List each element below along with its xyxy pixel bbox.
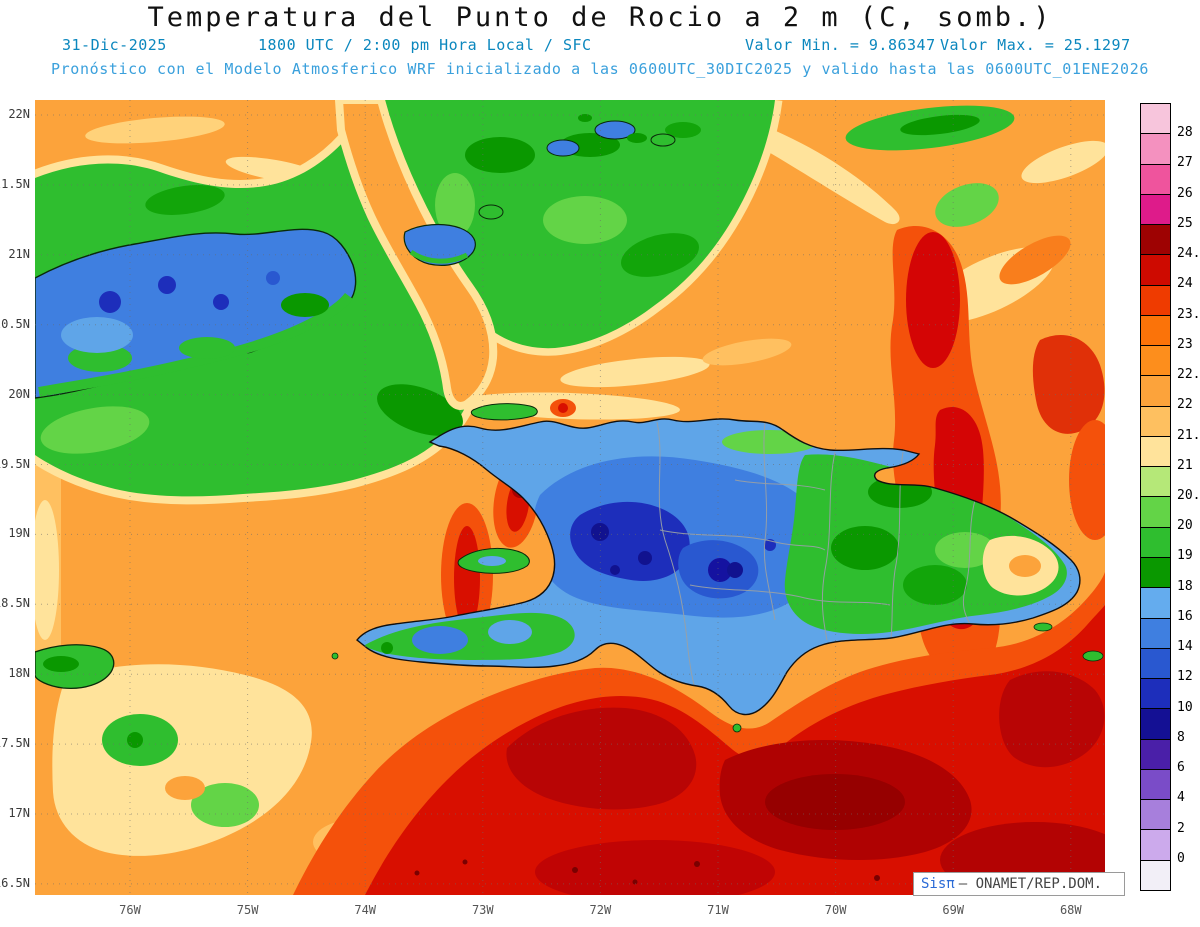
colorbar-tick-label: 24.5 — [1177, 246, 1200, 262]
colorbar-tick-label: 21.5 — [1177, 427, 1200, 443]
lat-tick-label: 22N — [8, 107, 30, 121]
hispaniola-islets — [331, 403, 1104, 733]
lat-tick-label: 19.5N — [0, 456, 30, 471]
colorbar-segment — [1141, 406, 1170, 437]
colorbar-segment — [1141, 134, 1170, 165]
colorbar-segment — [1141, 739, 1170, 770]
colorbar-segment — [1141, 225, 1170, 256]
colorbar-tick-label: 14 — [1177, 639, 1193, 655]
page-title: Temperatura del Punto de Rocio a 2 m (C,… — [147, 2, 1053, 33]
colorbar-segment — [1141, 709, 1170, 740]
colorbar-segment — [1141, 194, 1170, 226]
colorbar-segment — [1141, 255, 1170, 286]
colorbar-segment — [1141, 557, 1170, 589]
lat-tick-label: 18.5N — [0, 596, 30, 611]
colorbar-segment — [1141, 285, 1170, 316]
colorbar-segment — [1141, 769, 1170, 801]
colorbar-tick-label: 20 — [1177, 518, 1193, 534]
colorbar-segment — [1141, 376, 1170, 407]
lon-tick-label: 74W — [354, 903, 377, 917]
colorbar — [1140, 103, 1171, 891]
hispaniola-landmass — [356, 418, 1081, 716]
weather-map-canvas — [35, 100, 1105, 895]
value-max-label: Valor Max. = 25.1297 — [940, 36, 1131, 54]
colorbar-segment — [1141, 467, 1170, 498]
grid-lines — [35, 100, 1105, 895]
lat-tick-label: 21.5N — [0, 176, 30, 191]
colorbar-segment — [1141, 860, 1170, 890]
watermark-brand: Sisπ — [921, 876, 955, 892]
colorbar-segment — [1141, 527, 1170, 558]
lon-tick-label: 68W — [1059, 903, 1082, 917]
red-sea-south — [293, 572, 1105, 895]
bahamas-islets — [403, 114, 676, 266]
lat-axis: 22N 21.5N 21N 20.5N 20N 19.5N 19N 18.5N 18N 17.5N… — [0, 100, 32, 895]
colorbar-tick-label: 0 — [1177, 850, 1185, 866]
colorbar-segment — [1141, 164, 1170, 195]
lon-tick-label: 76W — [119, 903, 141, 917]
colorbar-segment — [1141, 315, 1170, 347]
colorbar-tick-label: 23.5 — [1177, 306, 1200, 322]
colorbar-tick-label: 20.5 — [1177, 488, 1200, 503]
colorbar-tick-label: 2 — [1177, 820, 1185, 836]
sea-green-northeast — [845, 105, 1015, 227]
bottomleft-region — [52, 664, 312, 856]
colorbar-segment — [1141, 618, 1170, 649]
colorbar-tick-label: 4 — [1177, 790, 1185, 806]
colorbar-segment — [1141, 588, 1170, 619]
colorbar-segment — [1141, 346, 1170, 377]
lat-tick-label: 18N — [8, 666, 30, 681]
colorbar-tick-label: 19 — [1177, 548, 1193, 564]
lon-tick-label: 69W — [942, 903, 965, 917]
colorbar-segment — [1141, 830, 1170, 861]
value-min-label: Valor Min. = 9.86347 — [745, 36, 936, 54]
lon-axis: 76W 75W 74W 73W 72W 71W 70W 69W 68W — [35, 899, 1105, 921]
province-borders — [656, 421, 976, 689]
lon-tick-label: 71W — [707, 903, 729, 917]
model-info-line: Pronóstico con el Modelo Atmosferico WRF… — [51, 60, 1149, 78]
colorbar-tick-label: 22.5 — [1177, 367, 1200, 383]
valid-date: 31-Dic-2025 — [62, 36, 167, 54]
colorbar-tick-label: 25 — [1177, 215, 1193, 231]
colorbar-tick-label: 18 — [1177, 578, 1193, 594]
lat-tick-label: 20.5N — [0, 316, 30, 331]
jamaica-landmass — [35, 644, 115, 690]
colorbar-tick-label: 10 — [1177, 699, 1193, 715]
map-plot-area — [35, 100, 1105, 895]
colorbar-segment — [1141, 800, 1170, 831]
colorbar-tick-label: 12 — [1177, 669, 1193, 685]
colorbar-tick-label: 27 — [1177, 155, 1193, 171]
colorbar-tick-label: 22 — [1177, 397, 1193, 413]
colorbar-tick-label: 21 — [1177, 457, 1193, 473]
colorbar-tick-label: 6 — [1177, 760, 1185, 776]
lat-tick-label: 17N — [8, 806, 30, 820]
lon-tick-label: 70W — [824, 903, 847, 917]
colorbar-tick-label: 8 — [1177, 729, 1185, 745]
valid-time: 1800 UTC / 2:00 pm Hora Local / SFC — [258, 36, 592, 54]
colorbar-segment — [1141, 104, 1170, 135]
lat-tick-label: 20N — [8, 386, 30, 401]
cuba-landmass — [35, 228, 357, 399]
colorbar-tick-label: 24 — [1177, 276, 1193, 292]
colorbar-tick-label: 26 — [1177, 185, 1193, 201]
colorbar-segment — [1141, 436, 1170, 468]
colorbar-labels: 2827262524.52423.52322.52221.52120.52019… — [1177, 103, 1200, 891]
lat-tick-label: 19N — [8, 526, 30, 541]
colorbar-segment — [1141, 497, 1170, 528]
watermark-text: – ONAMET/REP.DOM. — [958, 876, 1103, 892]
watermark: Sisπ – ONAMET/REP.DOM. — [913, 872, 1125, 896]
lon-tick-label: 75W — [236, 903, 259, 917]
colorbar-segment — [1141, 648, 1170, 680]
colorbar-segment — [1141, 679, 1170, 710]
lat-tick-label: 17.5N — [0, 736, 30, 751]
lat-tick-label: 16.5N — [0, 875, 30, 890]
colorbar-tick-label: 23 — [1177, 336, 1193, 352]
colorbar-tick-label: 16 — [1177, 608, 1193, 624]
lat-tick-label: 21N — [8, 246, 30, 261]
colorbar-tick-label: 28 — [1177, 125, 1193, 141]
lon-tick-label: 72W — [589, 903, 612, 917]
lon-tick-label: 73W — [471, 903, 494, 917]
